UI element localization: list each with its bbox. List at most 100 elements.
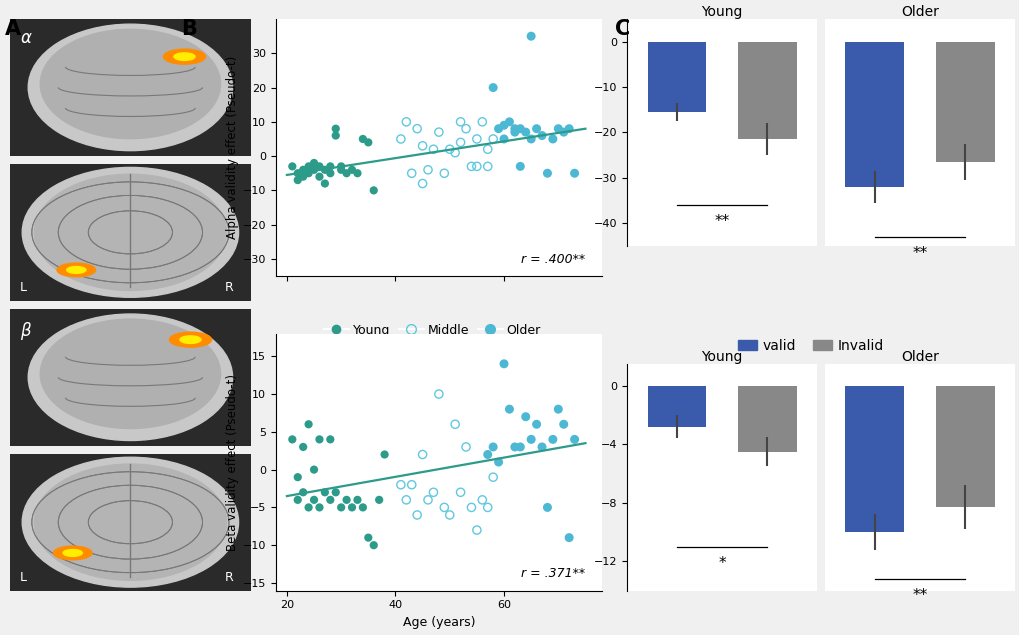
Point bbox=[479, 450, 495, 460]
Point bbox=[549, 404, 566, 414]
Point bbox=[301, 419, 317, 429]
Point bbox=[474, 495, 490, 505]
Text: A: A bbox=[5, 19, 21, 39]
Point bbox=[523, 31, 539, 41]
Text: R: R bbox=[225, 281, 233, 294]
Point bbox=[566, 168, 582, 178]
Ellipse shape bbox=[40, 319, 220, 429]
Point bbox=[338, 168, 355, 178]
Text: $\beta$: $\beta$ bbox=[19, 320, 32, 342]
Point bbox=[317, 164, 333, 175]
Point bbox=[392, 479, 409, 490]
Point bbox=[452, 117, 469, 127]
Point bbox=[322, 434, 338, 444]
Point bbox=[322, 168, 338, 178]
Point bbox=[523, 434, 539, 444]
Point bbox=[490, 124, 506, 134]
Y-axis label: Alpha validity effect (Pseudo-t): Alpha validity effect (Pseudo-t) bbox=[225, 56, 238, 239]
Point bbox=[306, 495, 322, 505]
Point bbox=[301, 502, 317, 512]
Point bbox=[327, 487, 343, 497]
Bar bbox=[845, 385, 903, 532]
Ellipse shape bbox=[29, 314, 232, 441]
Point bbox=[306, 158, 322, 168]
Point bbox=[414, 178, 430, 189]
Point bbox=[294, 487, 311, 497]
Point bbox=[322, 161, 338, 171]
Point bbox=[317, 178, 333, 189]
Point bbox=[436, 502, 452, 512]
Point bbox=[479, 144, 495, 154]
Point bbox=[512, 442, 528, 452]
Point bbox=[409, 124, 425, 134]
Point bbox=[289, 472, 306, 482]
Bar bbox=[647, 385, 706, 427]
Bar bbox=[845, 42, 903, 187]
Text: $\alpha$: $\alpha$ bbox=[19, 30, 33, 47]
Point bbox=[311, 502, 327, 512]
X-axis label: Age (years): Age (years) bbox=[403, 616, 475, 629]
Point bbox=[294, 164, 311, 175]
Point bbox=[539, 502, 555, 512]
Point bbox=[544, 134, 560, 144]
Point bbox=[376, 450, 392, 460]
Point bbox=[495, 134, 512, 144]
Point bbox=[479, 502, 495, 512]
Legend: valid, Invalid: valid, Invalid bbox=[732, 333, 889, 359]
Point bbox=[517, 127, 533, 137]
Point bbox=[463, 502, 479, 512]
Point bbox=[371, 495, 387, 505]
Bar bbox=[934, 42, 994, 162]
Ellipse shape bbox=[57, 263, 96, 277]
Point bbox=[441, 510, 458, 520]
Bar bbox=[934, 385, 994, 507]
Point bbox=[404, 479, 420, 490]
Point bbox=[490, 457, 506, 467]
Point bbox=[495, 359, 512, 369]
Point bbox=[348, 495, 365, 505]
Point bbox=[463, 161, 479, 171]
Text: R: R bbox=[225, 571, 233, 584]
Ellipse shape bbox=[40, 29, 220, 138]
Point bbox=[322, 495, 338, 505]
Point bbox=[469, 525, 485, 535]
Point bbox=[452, 137, 469, 147]
Point bbox=[294, 442, 311, 452]
Point bbox=[306, 164, 322, 175]
Ellipse shape bbox=[174, 53, 195, 60]
Point bbox=[566, 434, 582, 444]
Point bbox=[495, 120, 512, 130]
Text: L: L bbox=[19, 281, 26, 294]
Point bbox=[533, 130, 549, 140]
Text: **: ** bbox=[911, 246, 926, 261]
Point bbox=[365, 540, 381, 551]
Point bbox=[458, 124, 474, 134]
Point bbox=[539, 168, 555, 178]
Point bbox=[360, 533, 376, 543]
Title: Young: Young bbox=[701, 5, 742, 19]
Text: r = .400**: r = .400** bbox=[521, 253, 585, 266]
Title: Older: Older bbox=[900, 5, 937, 19]
Bar bbox=[738, 385, 796, 451]
Point bbox=[311, 171, 327, 182]
Point bbox=[523, 134, 539, 144]
Point bbox=[420, 164, 436, 175]
Ellipse shape bbox=[53, 546, 92, 560]
Point bbox=[446, 147, 463, 157]
Point bbox=[414, 450, 430, 460]
Point bbox=[506, 127, 523, 137]
Point bbox=[360, 137, 376, 147]
Point bbox=[365, 185, 381, 196]
Point bbox=[289, 495, 306, 505]
Ellipse shape bbox=[66, 267, 86, 273]
Text: C: C bbox=[614, 19, 630, 39]
Point bbox=[397, 495, 414, 505]
Point bbox=[469, 134, 485, 144]
Point bbox=[512, 161, 528, 171]
Point bbox=[555, 127, 572, 137]
Text: B: B bbox=[181, 19, 198, 39]
Point bbox=[332, 164, 348, 175]
Point bbox=[327, 130, 343, 140]
Point bbox=[469, 161, 485, 171]
Point bbox=[452, 487, 469, 497]
